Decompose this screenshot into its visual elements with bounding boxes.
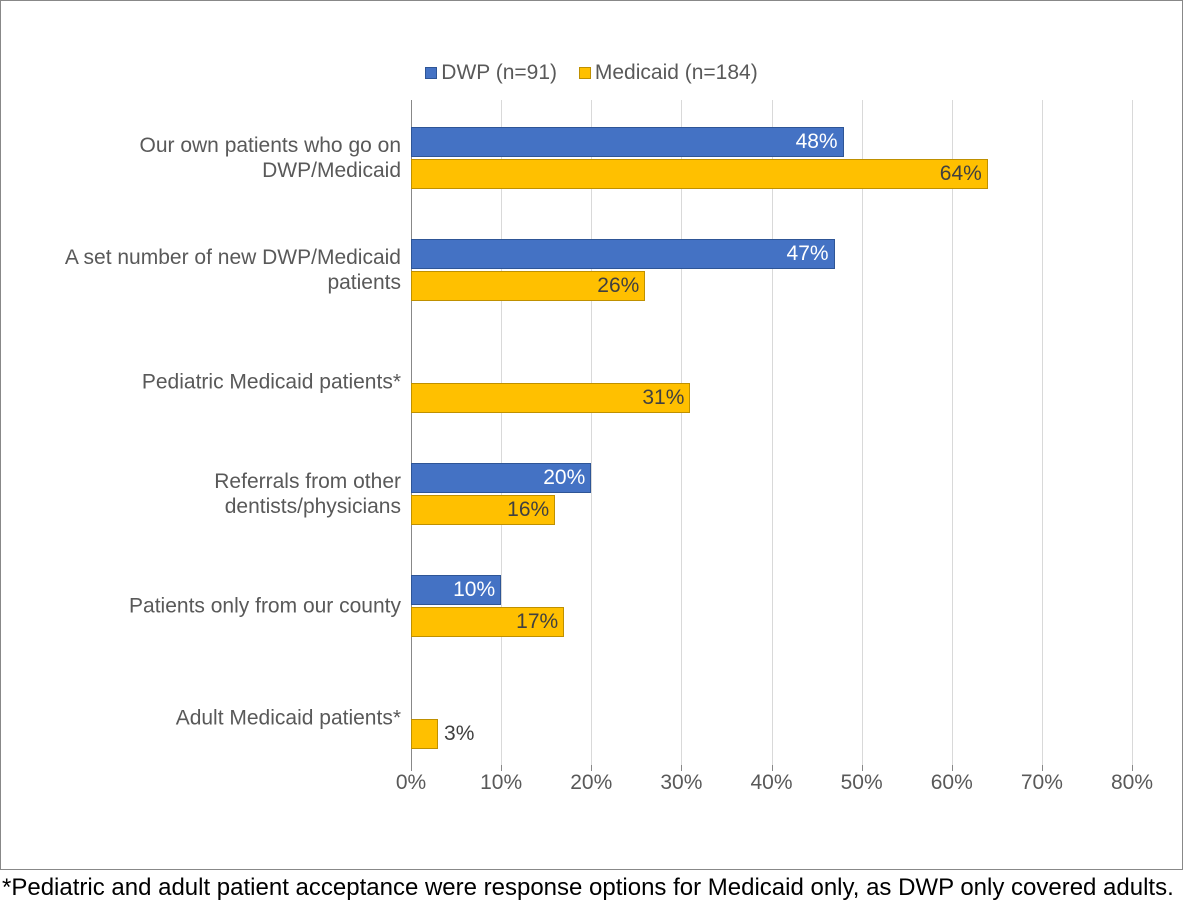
bar-value-label: 16%: [507, 498, 549, 522]
x-tick-label: 0%: [396, 771, 426, 795]
grid-line: [591, 100, 592, 765]
chart-legend: DWP (n=91) Medicaid (n=184): [41, 61, 1142, 85]
category-group: A set number of new DWP/Medicaid patient…: [411, 239, 1132, 301]
grid-line: [681, 100, 682, 765]
grid-line: [1042, 100, 1043, 765]
y-axis-line: [411, 100, 412, 765]
category-label: Adult Medicaid patients*: [41, 705, 411, 730]
category-group: Referrals from other dentists/physicians…: [411, 463, 1132, 525]
category-group: Adult Medicaid patients*3%: [411, 687, 1132, 749]
x-tick-label: 50%: [841, 771, 883, 795]
category-label: Our own patients who go on DWP/Medicaid: [41, 132, 411, 182]
grid-line: [862, 100, 863, 765]
legend-swatch-medicaid: [579, 67, 591, 79]
x-tick-label: 40%: [750, 771, 792, 795]
x-tick-label: 70%: [1021, 771, 1063, 795]
x-tick-label: 20%: [570, 771, 612, 795]
bar-value-label: 48%: [796, 130, 838, 154]
legend-label-medicaid: Medicaid (n=184): [595, 61, 758, 85]
bar-value-label: 64%: [940, 162, 982, 186]
bar-dwp: [411, 239, 835, 269]
grid-line: [501, 100, 502, 765]
bar-dwp: [411, 127, 844, 157]
legend-label-dwp: DWP (n=91): [441, 61, 557, 85]
category-label: Patients only from our county: [41, 593, 411, 618]
category-label: Pediatric Medicaid patients*: [41, 369, 411, 394]
bar-medicaid: [411, 159, 988, 189]
bar-value-label: 31%: [642, 386, 684, 410]
bar-value-label: 3%: [444, 722, 474, 746]
legend-item-medicaid: Medicaid (n=184): [579, 61, 758, 85]
bar-value-label: 26%: [597, 274, 639, 298]
bar-value-label: 20%: [543, 466, 585, 490]
bar-medicaid: [411, 719, 438, 749]
x-tick-label: 60%: [931, 771, 973, 795]
x-tick-label: 80%: [1111, 771, 1153, 795]
plot-area: 0%10%20%30%40%50%60%70%80%Our own patien…: [411, 100, 1132, 800]
legend-swatch-dwp: [425, 67, 437, 79]
bar-value-label: 17%: [516, 610, 558, 634]
grid-line: [1132, 100, 1133, 765]
grid-line: [772, 100, 773, 765]
category-group: Pediatric Medicaid patients*31%: [411, 351, 1132, 413]
bar-value-label: 47%: [787, 242, 829, 266]
chart-footnote: *Pediatric and adult patient acceptance …: [0, 870, 1183, 902]
grid-line: [952, 100, 953, 765]
category-label: A set number of new DWP/Medicaid patient…: [41, 244, 411, 294]
x-tick-label: 10%: [480, 771, 522, 795]
category-group: Our own patients who go on DWP/Medicaid4…: [411, 127, 1132, 189]
x-tick-label: 30%: [660, 771, 702, 795]
category-group: Patients only from our county10%17%: [411, 575, 1132, 637]
chart-container: DWP (n=91) Medicaid (n=184) 0% 10% 20% 30% 4…: [0, 0, 1183, 870]
bar-value-label: 10%: [453, 578, 495, 602]
category-label: Referrals from other dentists/physicians: [41, 468, 411, 518]
legend-item-dwp: DWP (n=91): [425, 61, 557, 85]
